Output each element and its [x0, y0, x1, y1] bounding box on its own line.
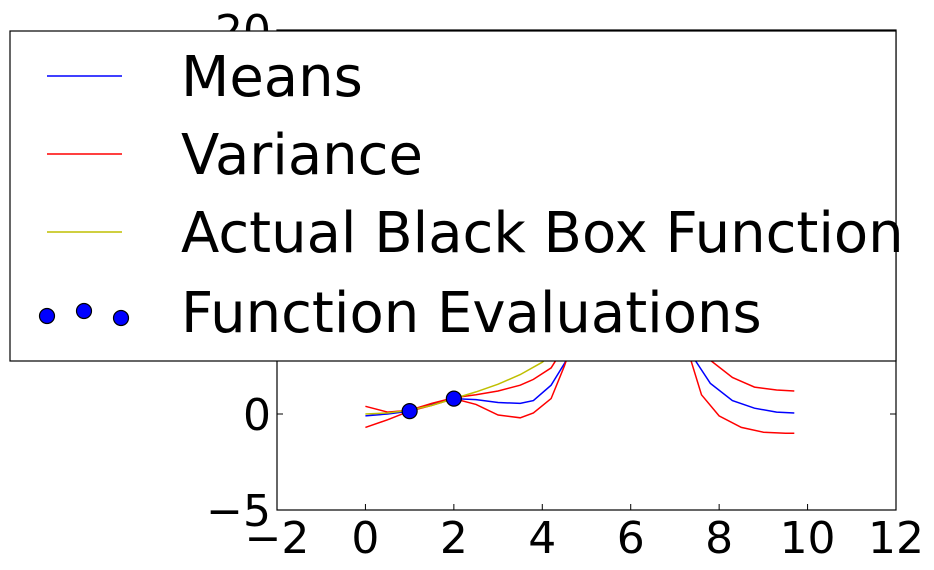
legend: Means Variance Actual Black Box Function Fu…	[9, 30, 904, 362]
legend-label-actual-black-box-function: Actual Black Box Function	[181, 201, 904, 266]
x-tick-label: −2	[245, 513, 310, 564]
legend-label-function-evaluations: Function Evaluations	[181, 281, 762, 346]
function-evaluation-point	[445, 390, 462, 407]
x-tick-label: 6	[617, 513, 645, 564]
x-tick-label: 8	[705, 513, 733, 564]
x-tick-label: 12	[868, 513, 924, 564]
series-line-means	[365, 297, 795, 417]
legend-label-variance: Variance	[181, 123, 423, 188]
y-tick-label: −5	[206, 486, 271, 537]
legend-box	[9, 30, 897, 362]
y-tick-label: 0	[243, 390, 271, 441]
legend-swatch-marker	[112, 309, 130, 327]
legend-swatch-marker	[38, 307, 56, 325]
x-tick-label: 4	[528, 513, 556, 564]
legend-swatch-marker	[75, 302, 93, 320]
x-tick-label: 10	[780, 513, 836, 564]
function-evaluation-point	[401, 403, 418, 420]
x-tick-label: 0	[351, 513, 379, 564]
x-tick-label: 2	[440, 513, 468, 564]
series-line-actual-black-box-function	[365, 353, 552, 415]
legend-label-means: Means	[181, 45, 363, 110]
